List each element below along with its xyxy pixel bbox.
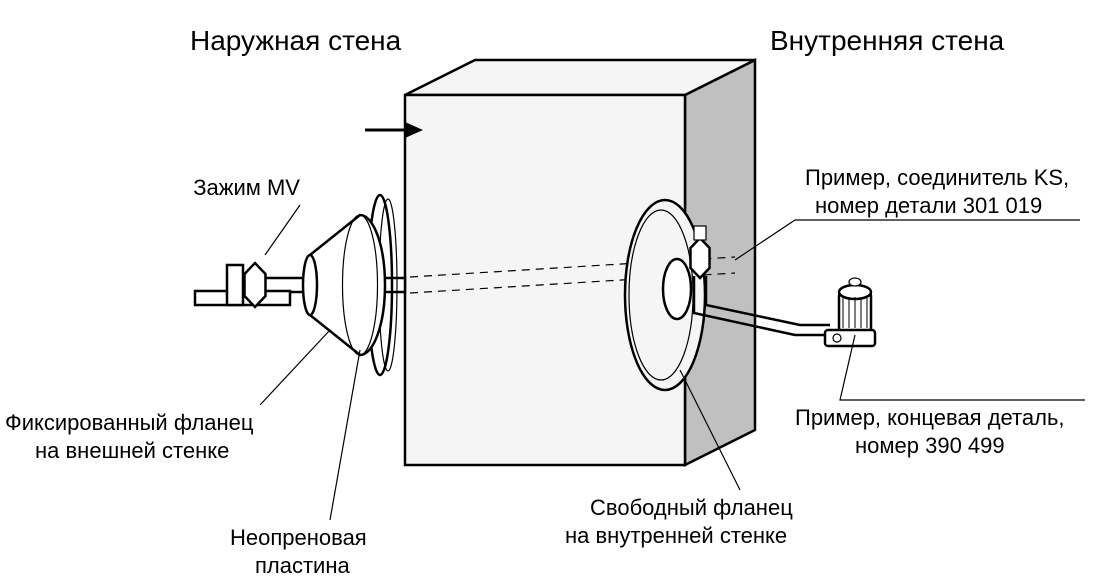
connector-screw — [849, 278, 861, 286]
outer-wall-title: Наружная стена — [190, 25, 402, 56]
label-free-flange-l2: на внутренней стенке — [565, 523, 787, 548]
label-connector-l2: номер детали 301 019 — [815, 193, 1042, 218]
inner-wall-title: Внутренняя стена — [770, 25, 1005, 56]
diagram-root: Наружная стена Внутренняя стена Зажим MV Фи… — [0, 0, 1109, 581]
label-free-flange-l1: Свободный фланец — [590, 495, 793, 520]
inner-threaded-stub — [694, 226, 706, 240]
left-hex-nut — [245, 263, 266, 307]
label-clamp: Зажим MV — [193, 175, 300, 200]
connector-cap — [839, 285, 871, 299]
label-neoprene-l2: пластина — [255, 553, 351, 578]
label-endpiece-l1: Пример, концевая деталь, — [795, 405, 1065, 430]
label-endpiece-l2: номер 390 499 — [855, 433, 1005, 458]
fixed-flange-small-end — [303, 255, 317, 315]
inner-hex-nut — [690, 238, 709, 278]
left-hex-nut-face — [227, 265, 243, 305]
label-fixed-flange-l2: на внешней стенке — [35, 438, 229, 463]
inner-boss — [663, 259, 691, 319]
label-connector-l1: Пример, соединитель KS, — [805, 165, 1069, 190]
label-neoprene-l1: Неопреновая — [230, 525, 367, 550]
label-fixed-flange-l1: Фиксированный фланец — [5, 410, 254, 435]
